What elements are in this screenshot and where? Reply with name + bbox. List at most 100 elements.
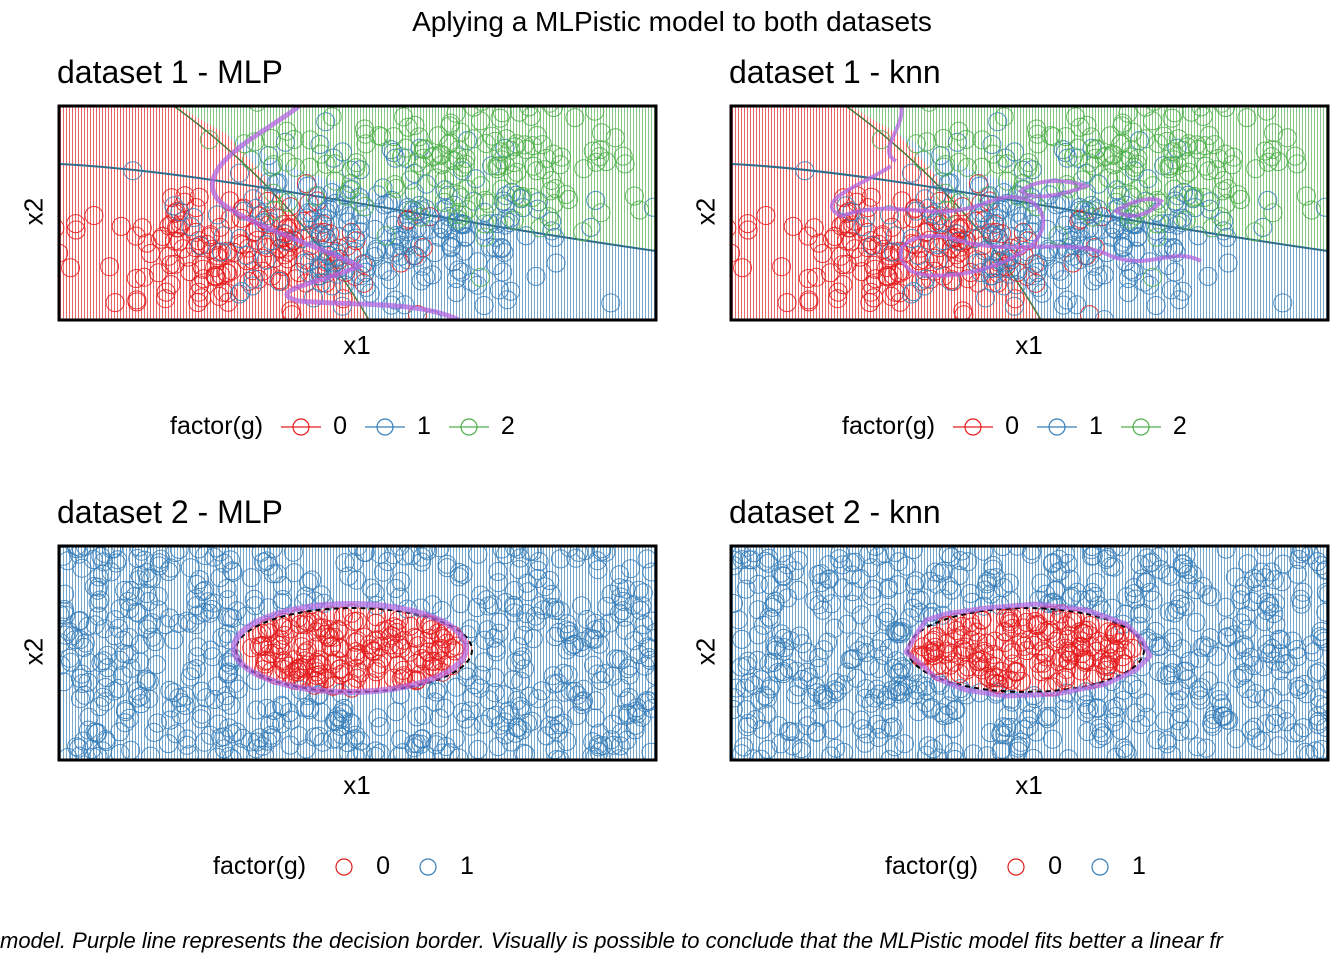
data-point [396,138,415,158]
data-point [205,267,225,287]
data-point [320,200,339,219]
data-point [1309,662,1328,682]
data-point [1058,641,1078,661]
data-point [627,704,647,724]
data-point [837,614,857,634]
data-point [1165,603,1184,623]
data-point [98,658,118,678]
data-point [1021,546,1041,564]
data-point [512,720,532,740]
data-point [298,572,318,592]
data-point [1248,585,1268,604]
data-point [1022,192,1042,212]
data-point [61,652,81,672]
data-point [222,561,242,581]
data-point [1002,692,1022,712]
data-point [413,238,433,258]
data-point [1022,214,1042,234]
data-point [275,625,294,645]
data-point [1261,644,1280,664]
data-point [434,192,454,212]
data-point [384,127,404,147]
data-point [430,546,450,558]
data-point [1028,134,1048,154]
data-point [1027,262,1047,282]
data-point [1145,106,1163,111]
data-point [435,698,455,718]
data-point [1140,275,1159,295]
plot-area [57,74,658,322]
data-point [305,186,325,206]
data-point [144,722,164,742]
data-point [392,236,411,255]
data-point [412,649,432,669]
data-point [258,206,278,226]
data-point [1086,139,1106,159]
panel-title: dataset 1 - knn [729,54,941,90]
data-point [471,74,489,92]
data-point [1289,680,1309,699]
data-point [1143,176,1163,196]
data-point [445,729,465,748]
data-point [456,148,476,168]
data-point [637,549,656,569]
data-point [902,662,922,682]
data-point [1127,154,1147,174]
data-point [890,283,910,303]
data-point [104,546,123,559]
data-point [1235,576,1254,596]
data-point [267,564,287,584]
data-point [511,188,531,208]
data-point [833,578,853,598]
data-point [1246,684,1266,703]
data-point [732,629,752,649]
data-point [404,627,424,647]
data-point [516,612,536,632]
data-point [233,728,253,748]
data-point [845,552,865,572]
data-point [211,728,231,747]
data-point [1146,296,1166,315]
data-point [1135,693,1155,713]
data-point [472,665,491,685]
data-point [316,228,336,248]
data-point [1129,179,1149,199]
data-point [583,141,603,161]
data-point [1198,585,1218,605]
data-point [59,551,78,571]
data-point [638,637,656,657]
data-point [332,710,352,730]
data-point [164,683,184,703]
data-point [1111,720,1131,740]
data-point [883,658,903,678]
data-point [1212,106,1231,113]
data-point [942,270,962,290]
data-point [85,615,105,635]
data-point [80,653,99,673]
data-point [1315,631,1328,651]
data-point [1172,558,1192,578]
data-point [789,677,809,697]
data-point [841,552,861,572]
data-point [1119,269,1138,288]
data-point [115,713,135,733]
data-point [504,603,524,623]
data-point [213,226,233,246]
data-point [263,155,283,175]
data-point [66,214,86,234]
data-point [378,261,398,281]
data-point [732,546,752,565]
panel-border [57,104,658,322]
data-point [296,643,316,663]
data-point [860,656,880,676]
data-point [1085,148,1105,168]
data-point [611,587,631,607]
data-point [244,269,263,289]
data-point [190,275,210,295]
data-point [1148,134,1168,153]
data-point [429,708,449,728]
data-point [501,281,521,301]
data-point [218,283,238,303]
legend-key-red [281,417,322,436]
data-point [731,688,744,708]
